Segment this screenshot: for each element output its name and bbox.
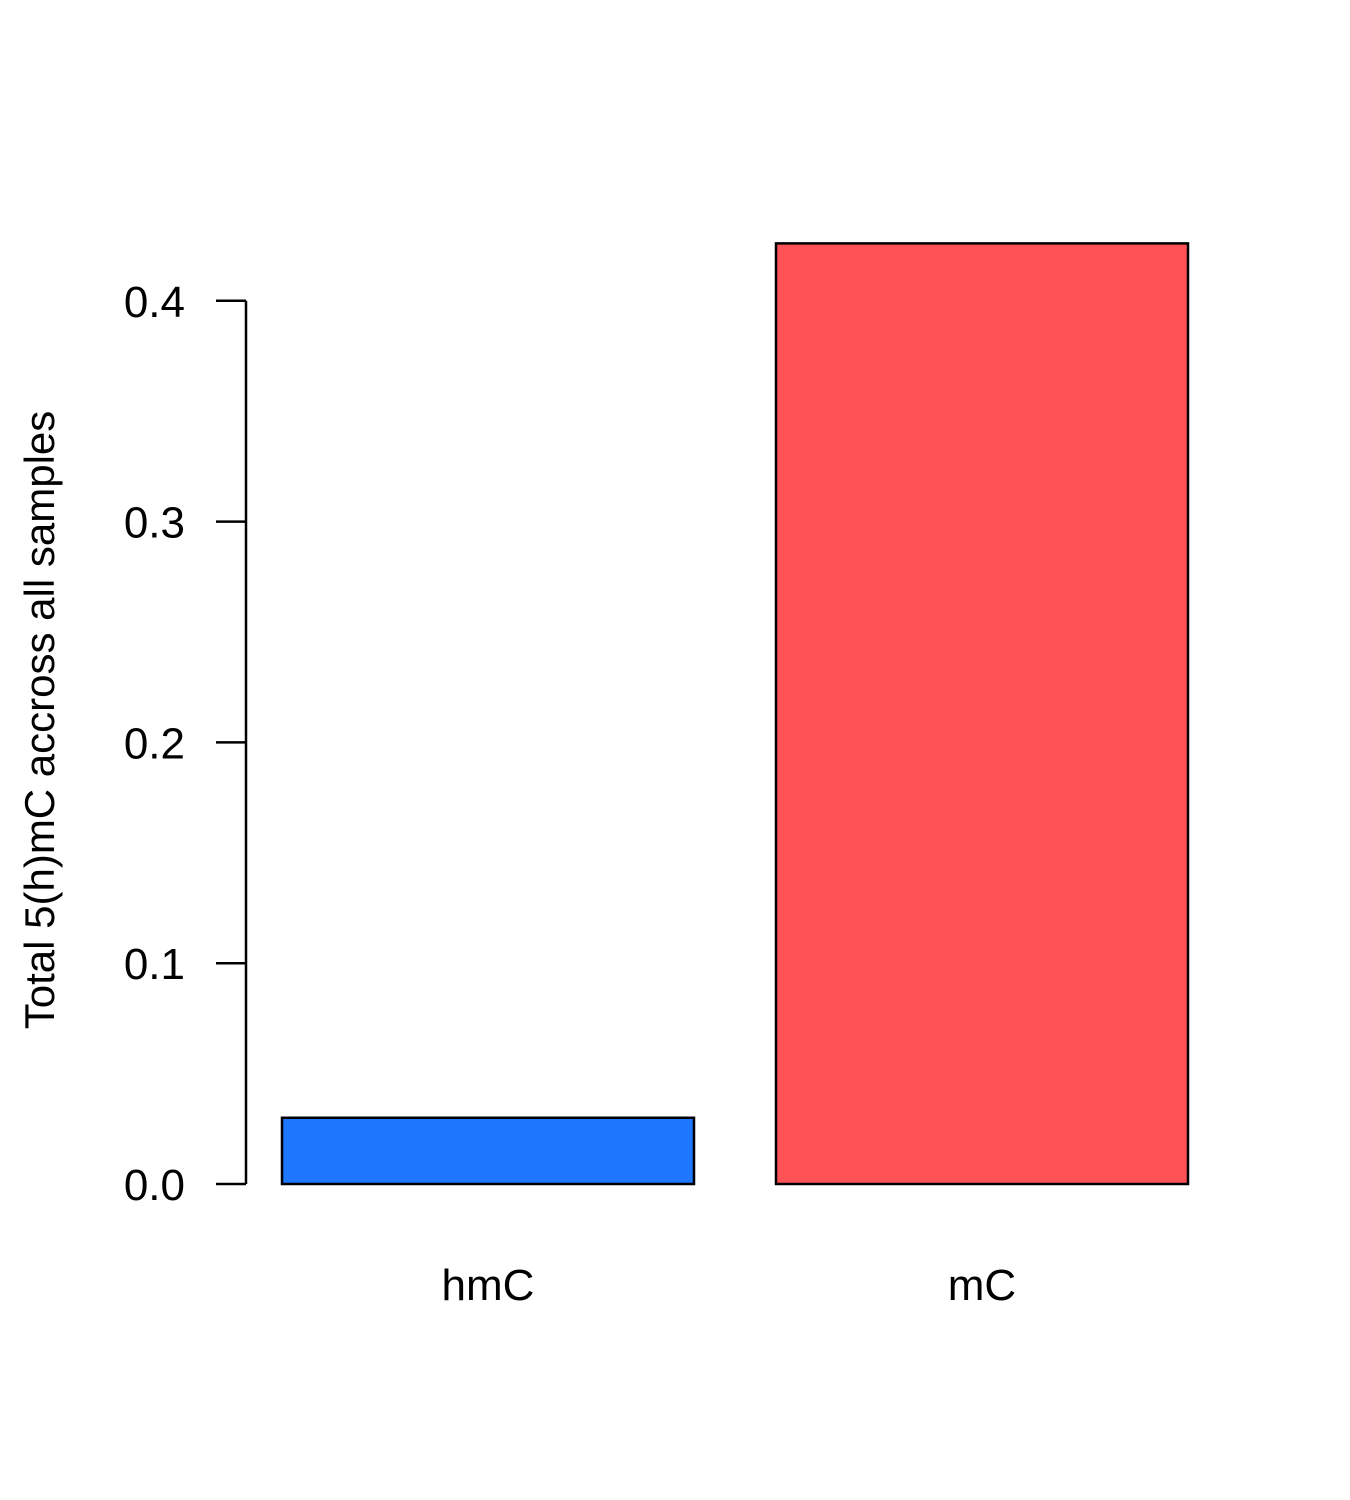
x-category-label: mC bbox=[948, 1261, 1016, 1310]
y-tick-label: 0.2 bbox=[124, 719, 185, 768]
y-tick-label: 0.0 bbox=[124, 1161, 185, 1210]
bars-group bbox=[280, 242, 1190, 1186]
x-axis-labels: hmC mC bbox=[442, 1261, 1017, 1310]
y-tick-label: 0.4 bbox=[124, 278, 185, 327]
x-category-label: hmC bbox=[442, 1261, 535, 1310]
y-axis-title: Total 5(h)mC accross all samples bbox=[16, 411, 63, 1030]
bar-hmC bbox=[280, 1116, 696, 1186]
y-axis: 0.0 0.1 0.2 0.3 0.4 bbox=[124, 278, 248, 1210]
y-tick-label: 0.1 bbox=[124, 940, 185, 989]
y-tick-label: 0.3 bbox=[124, 499, 185, 548]
bar-mC bbox=[774, 242, 1190, 1186]
